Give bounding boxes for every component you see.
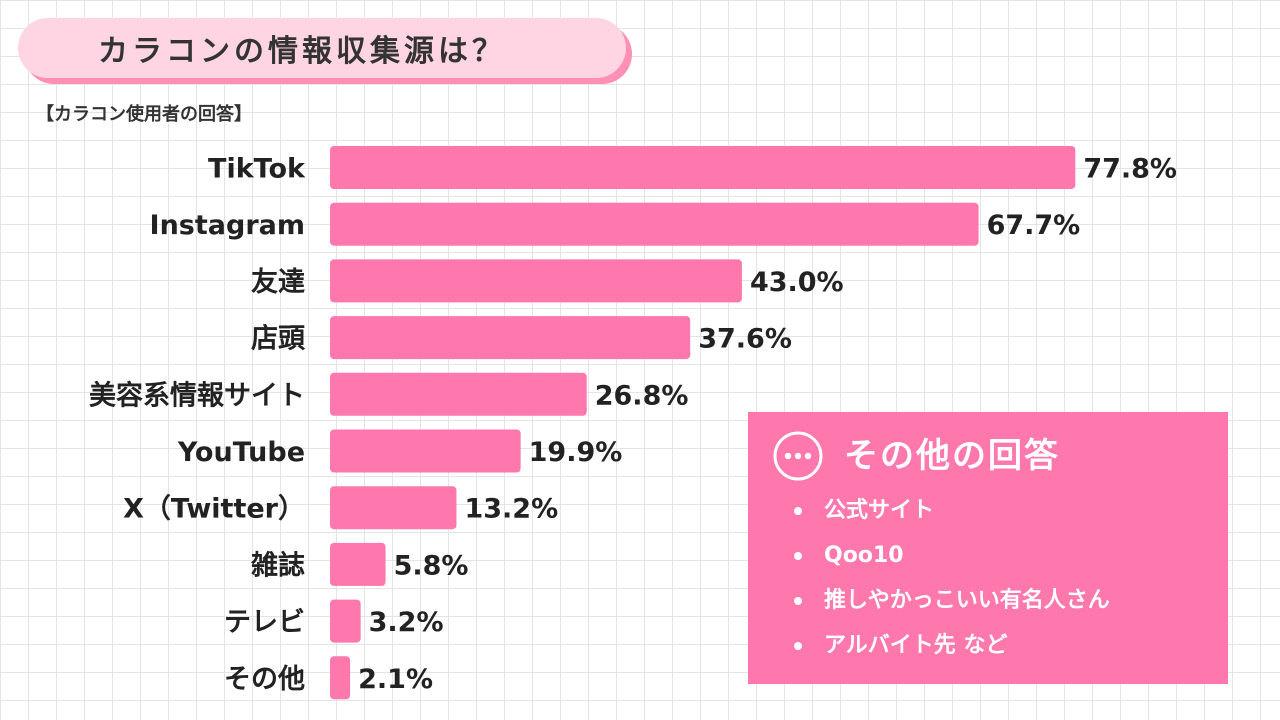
value-label-1: 67.7% <box>987 210 1081 241</box>
category-label-8: テレビ <box>224 607 305 638</box>
list-item-label: Qoo10 <box>824 543 904 568</box>
category-label-4: 美容系情報サイト <box>89 379 305 411</box>
bar-4 <box>330 372 587 416</box>
value-label-5: 19.9% <box>529 437 623 468</box>
value-label-8: 3.2% <box>369 607 444 638</box>
bar-6 <box>330 486 457 530</box>
bar-0 <box>330 146 1076 189</box>
bar-8 <box>330 599 361 643</box>
other-answers-box: その他の回答 公式サイト Qoo10 推しやかっこいい有名人さん アルバイト先 … <box>748 412 1228 684</box>
bullet-icon <box>794 642 802 650</box>
value-label-0: 77.8% <box>1083 154 1177 185</box>
list-item: Qoo10 <box>788 537 1110 582</box>
value-label-9: 2.1% <box>358 664 433 695</box>
bar-5 <box>330 429 521 473</box>
category-label-9: その他 <box>224 664 305 695</box>
bullet-icon <box>794 552 802 560</box>
list-item: アルバイト先 など <box>788 627 1110 672</box>
other-answers-title: その他の回答 <box>844 436 1060 476</box>
category-label-1: Instagram <box>150 210 305 241</box>
category-label-0: TikTok <box>208 154 306 185</box>
bullet-icon <box>794 597 802 605</box>
list-item-label: アルバイト先 など <box>824 633 1008 658</box>
category-label-6: X（Twitter） <box>123 494 305 525</box>
value-label-6: 13.2% <box>464 494 558 525</box>
value-label-4: 26.8% <box>595 380 689 411</box>
bar-3 <box>330 316 691 360</box>
chart-subtitle: 【カラコン使用者の回答】 <box>36 104 252 125</box>
speech-bubble-ellipsis-icon <box>773 431 823 481</box>
title-banner: カラコンの情報収集源は？ <box>18 18 632 84</box>
list-item-label: 推しやかっこいい有名人さん <box>824 588 1110 613</box>
other-answers-list: 公式サイト Qoo10 推しやかっこいい有名人さん アルバイト先 など <box>788 492 1110 672</box>
list-item-label: 公式サイト <box>824 498 935 523</box>
value-label-2: 43.0% <box>750 267 844 298</box>
bar-9 <box>330 656 351 700</box>
value-label-3: 37.6% <box>698 324 792 355</box>
category-label-5: YouTube <box>177 437 305 468</box>
list-item: 公式サイト <box>788 492 1110 537</box>
category-label-7: 雑誌 <box>250 549 305 581</box>
bar-7 <box>330 542 386 586</box>
page-title: カラコンの情報収集源は？ <box>98 34 506 69</box>
bar-1 <box>330 202 979 246</box>
bullet-icon <box>794 507 802 515</box>
category-label-2: 友達 <box>251 267 305 298</box>
bar-2 <box>330 259 742 303</box>
list-item: 推しやかっこいい有名人さん <box>788 582 1110 627</box>
category-label-3: 店頭 <box>251 324 306 355</box>
title-banner-face: カラコンの情報収集源は？ <box>18 18 626 78</box>
value-label-7: 5.8% <box>394 550 469 581</box>
